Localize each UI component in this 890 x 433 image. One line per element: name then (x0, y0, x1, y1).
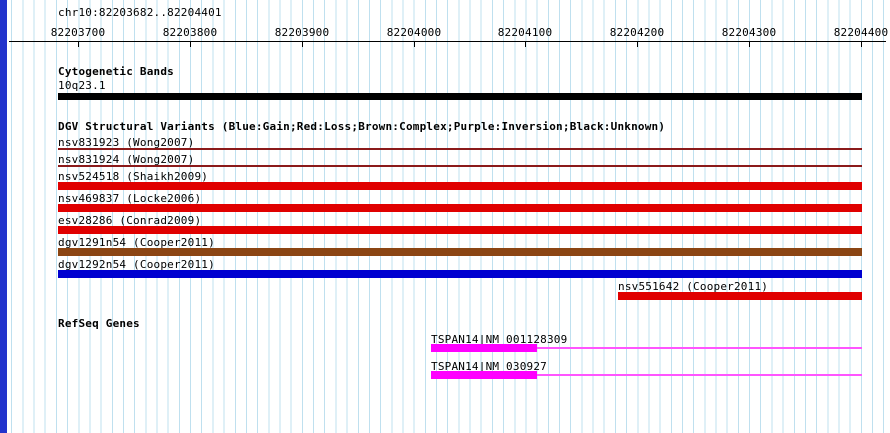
variant-label[interactable]: esv28286 (Conrad2009) (58, 214, 202, 227)
transcript-label[interactable]: TSPAN14|NM_030927 (431, 360, 547, 373)
variant-bar[interactable] (58, 248, 862, 256)
variant-label[interactable]: nsv469837 (Locke2006) (58, 192, 202, 205)
transcript-exon[interactable] (431, 371, 537, 379)
ruler-tick-mark (525, 42, 526, 47)
transcript-intron-line[interactable] (537, 347, 862, 349)
section-title-dgv: DGV Structural Variants (Blue:Gain;Red:L… (58, 120, 666, 133)
transcript-exon[interactable] (431, 344, 537, 352)
ruler-axis-line (9, 41, 886, 42)
ruler-tick-label: 82204200 (609, 26, 665, 39)
ruler-tick-mark (302, 42, 303, 47)
variant-label[interactable]: dgv1291n54 (Cooper2011) (58, 236, 215, 249)
variant-label[interactable]: dgv1292n54 (Cooper2011) (58, 258, 215, 271)
variant-bar[interactable] (58, 148, 862, 150)
variant-bar[interactable] (58, 165, 862, 167)
ruler-tick-label: 82203900 (274, 26, 330, 39)
ruler-tick-mark (190, 42, 191, 47)
variant-bar[interactable] (58, 226, 862, 234)
transcript-intron-line[interactable] (537, 374, 862, 376)
variant-bar[interactable] (58, 204, 862, 212)
ruler-tick-label: 82204300 (721, 26, 777, 39)
variant-label[interactable]: nsv524518 (Shaikh2009) (58, 170, 209, 183)
variant-bar[interactable] (618, 292, 862, 300)
left-edge-stripe (0, 0, 7, 433)
cytoband-bar (58, 93, 862, 100)
ruler-tick-mark (78, 42, 79, 47)
ruler-tick-label: 82204100 (497, 26, 553, 39)
ruler-tick-mark (861, 42, 862, 47)
variant-label[interactable]: nsv831924 (Wong2007) (58, 153, 195, 166)
section-title-refseq: RefSeq Genes (58, 317, 140, 330)
ruler-tick-mark (637, 42, 638, 47)
variant-bar[interactable] (58, 270, 862, 278)
variant-label[interactable]: nsv831923 (Wong2007) (58, 136, 195, 149)
variant-label[interactable]: nsv551642 (Cooper2011) (618, 280, 769, 293)
section-title-cytobands: Cytogenetic Bands (58, 65, 174, 78)
ruler-tick-label: 82203800 (162, 26, 218, 39)
region-coordinates: chr10:82203682..82204401 (58, 6, 222, 19)
ruler-tick-label: 82204000 (386, 26, 442, 39)
ruler-tick-label: 82203700 (50, 26, 106, 39)
ruler-tick-label: 82204400 (833, 26, 889, 39)
ruler-tick-mark (749, 42, 750, 47)
cytoband-label: 10q23.1 (58, 79, 106, 92)
variant-bar[interactable] (58, 182, 862, 190)
transcript-label[interactable]: TSPAN14|NM_001128309 (431, 333, 568, 346)
ruler-tick-mark (414, 42, 415, 47)
